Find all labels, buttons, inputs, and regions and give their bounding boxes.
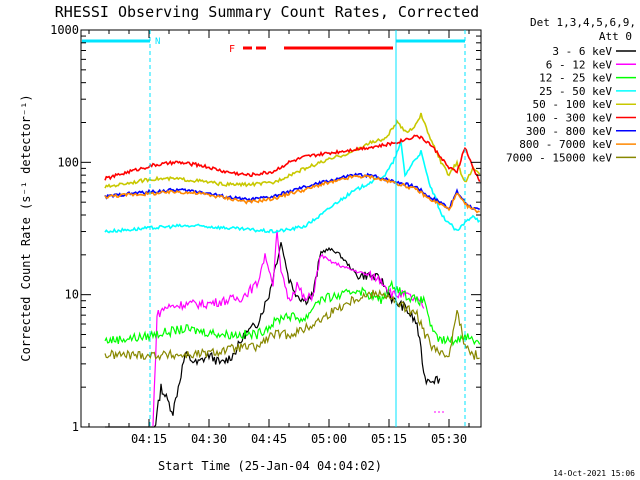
legend-label-2: 12 - 25 keV (539, 72, 612, 85)
series-line-8 (104, 288, 480, 362)
night-label: N (155, 37, 160, 47)
legend-label-3: 25 - 50 keV (539, 85, 612, 98)
x-axis-label: Start Time (25-Jan-04 04:04:02) (158, 459, 382, 473)
y-tick-label-2: 100 (57, 155, 79, 169)
legend-label-8: 7000 - 15000 keV (506, 151, 612, 164)
legend-label-6: 300 - 800 keV (526, 125, 612, 138)
x-tick-label-2: 04:45 (251, 432, 287, 446)
x-tick-label-3: 05:00 (311, 432, 347, 446)
series-line-2 (104, 279, 481, 347)
overlay-layer: N F (82, 30, 466, 427)
series-line-7 (104, 174, 480, 214)
date-stamp: 14-Oct-2021 15:06 (553, 469, 635, 478)
legend-label-1: 6 - 12 keV (546, 58, 613, 71)
series-layer (104, 112, 481, 428)
y-tick-label-0: 1 (72, 420, 79, 434)
x-tick-label-0: 04:15 (131, 432, 167, 446)
chart-title: RHESSI Observing Summary Count Rates, Co… (55, 3, 479, 21)
x-tick-label-1: 04:30 (191, 432, 227, 446)
y-axis-label: Corrected Count Rate (s⁻¹ detector⁻¹) (19, 94, 33, 361)
series-line-5 (104, 134, 481, 182)
x-axis: 04:15 04:30 04:45 05:00 05:15 05:30 (88, 30, 470, 446)
series-line-1 (152, 230, 425, 427)
legend-label-5: 100 - 300 keV (526, 112, 612, 125)
x-tick-label-4: 05:15 (371, 432, 407, 446)
y-tick-label-1: 10 (65, 288, 79, 302)
x-tick-label-5: 05:30 (431, 432, 467, 446)
legend-label-0: 3 - 6 keV (552, 45, 612, 58)
flare-label: F (229, 44, 235, 55)
legend-label-7: 800 - 7000 keV (519, 138, 612, 151)
legend-header-2: Att 0 (599, 30, 632, 43)
legend-header-1: Det 1,3,4,5,6,9, (530, 16, 636, 29)
legend-label-4: 50 - 100 keV (533, 98, 613, 111)
y-tick-label-3: 1000 (50, 23, 79, 37)
plot-frame (80, 29, 482, 428)
y-axis: 1 10 100 1000 (50, 23, 481, 434)
series-line-4 (104, 112, 481, 189)
series-line-3 (104, 139, 481, 234)
